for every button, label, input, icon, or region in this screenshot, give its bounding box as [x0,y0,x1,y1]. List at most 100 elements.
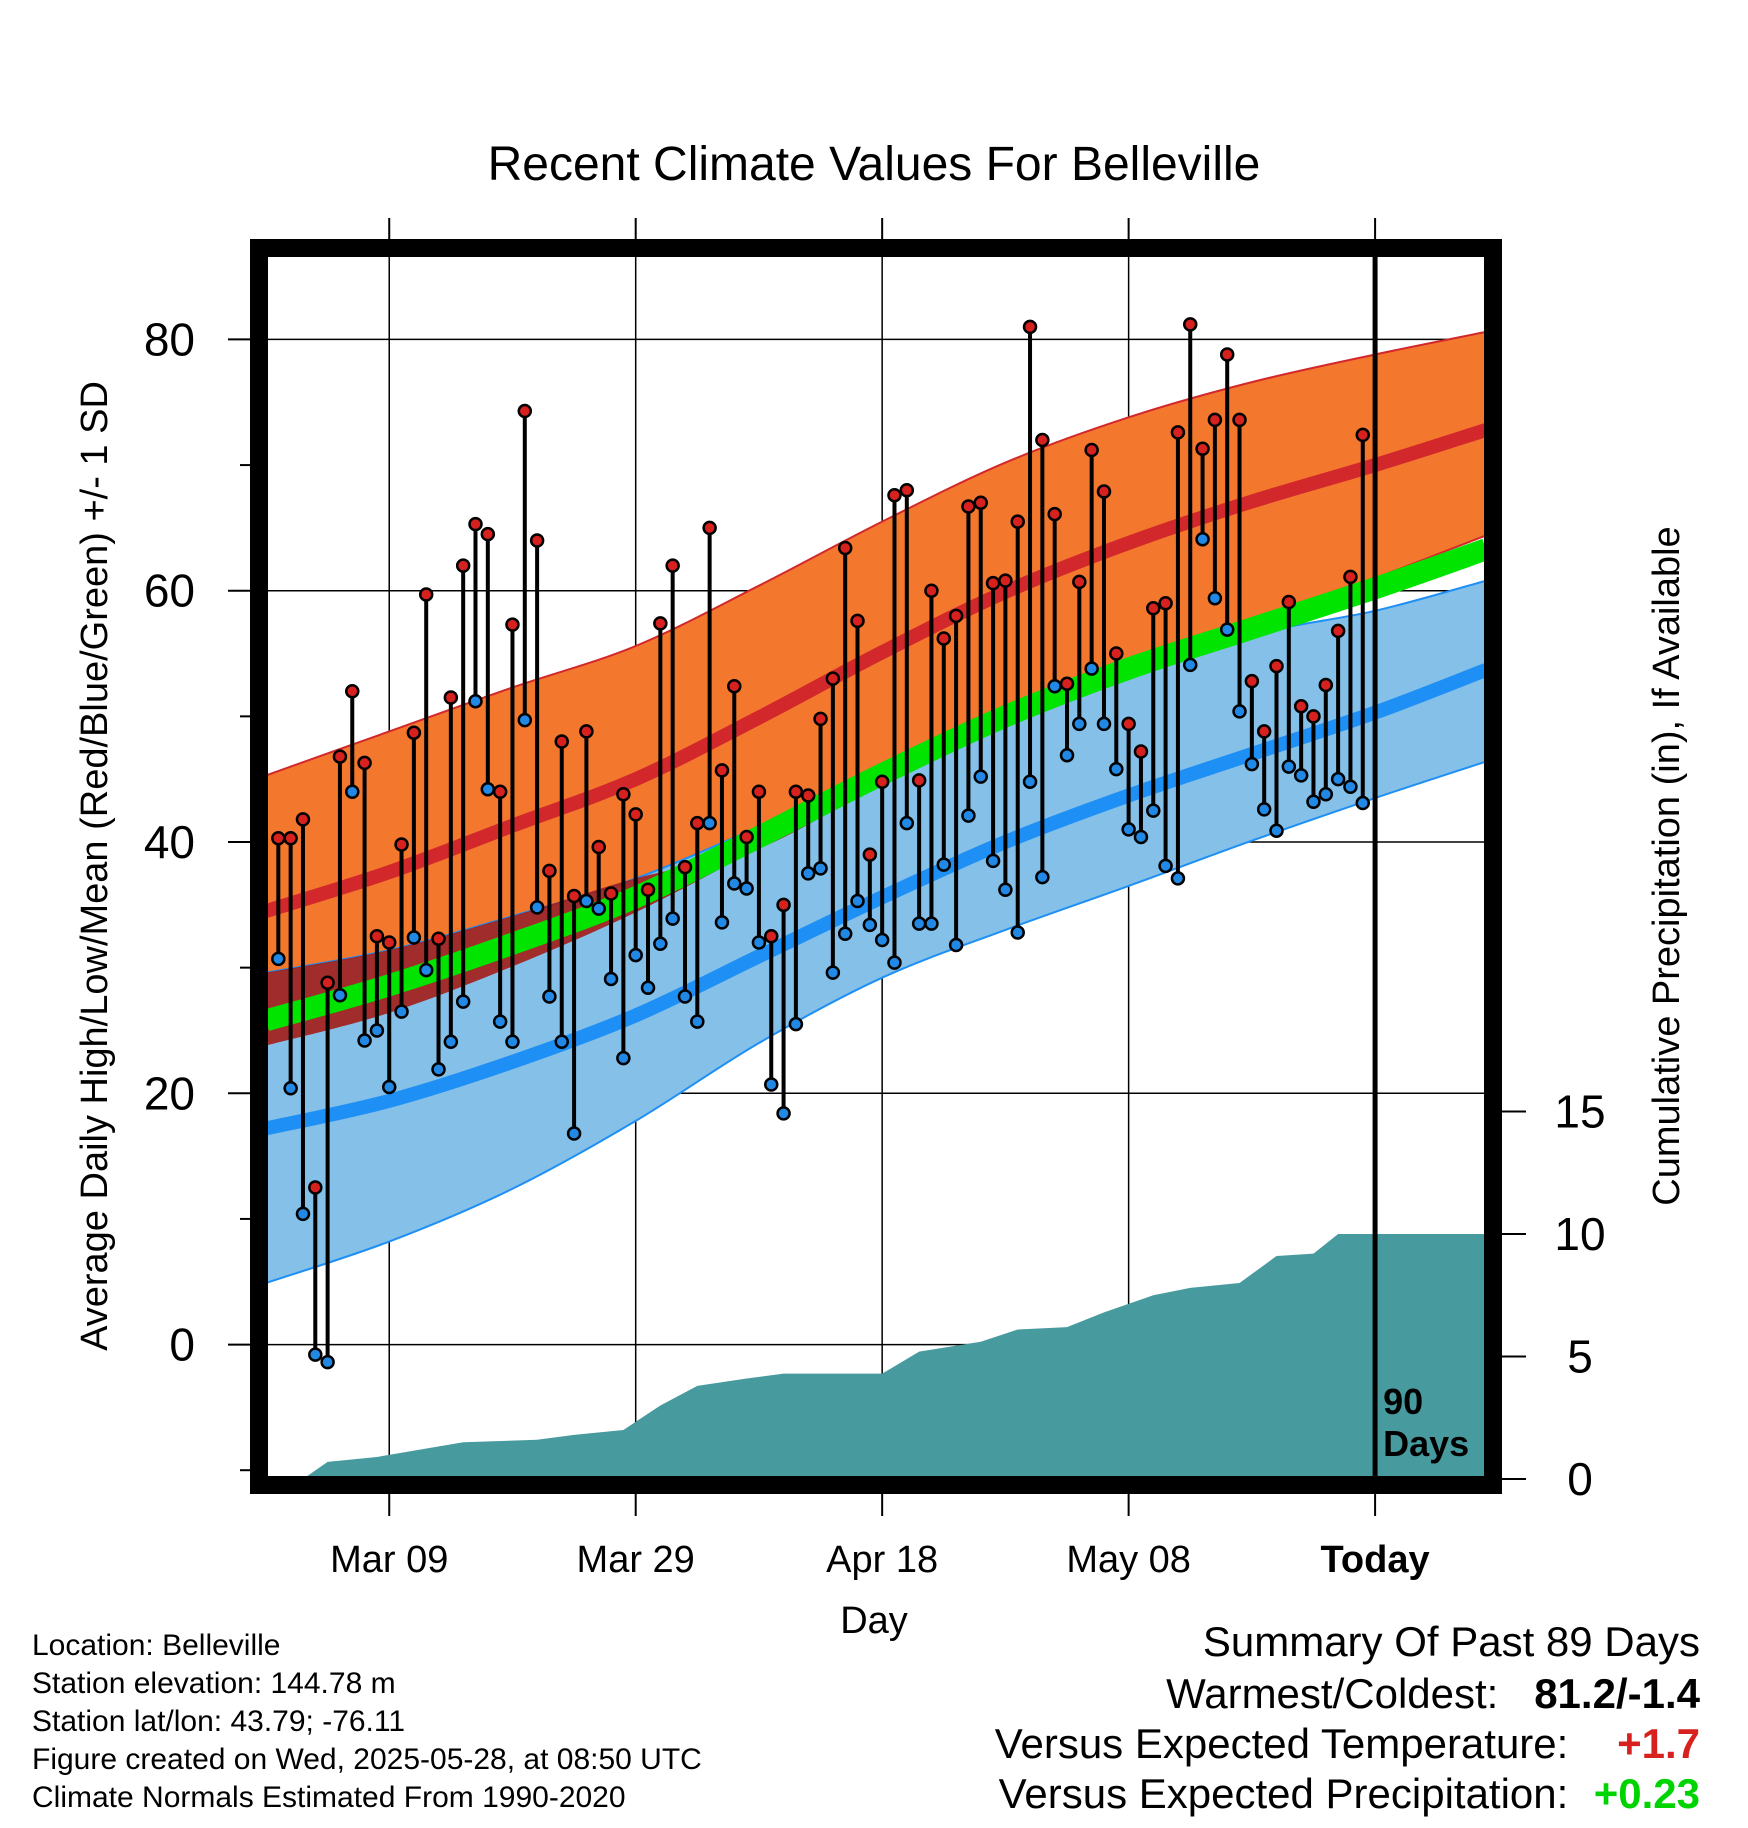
daily-high-point [961,499,976,514]
daily-low-point [702,815,717,831]
daily-low-point [751,935,767,950]
normals-text: Climate Normals Estimated From 1990-2020 [32,1781,626,1814]
daily-high-point [431,931,446,946]
x-tick-label: Mar 09 [330,1539,448,1581]
daily-high-point [1293,699,1309,714]
daily-low-point [1207,591,1223,606]
daily-low-point [1195,531,1210,547]
plot-area [266,254,1486,1479]
daily-low-point [850,893,865,909]
daily-low-point [874,932,890,948]
daily-high-point [295,812,311,827]
axis-ticks [228,218,1526,1516]
daily-low-point [1096,716,1112,732]
daily-high-point [825,671,841,686]
daily-high-point [271,830,286,846]
station-info: Location: Belleville Station elevation: … [32,1627,702,1817]
daily-high-point [739,829,754,845]
daily-high-point [1355,427,1371,443]
daily-low-point [1035,869,1050,885]
daily-low-point [295,1206,311,1222]
daily-low-point [1256,802,1272,817]
y-tick-label: 40 [144,816,195,868]
temperature-value: +1.7 [1617,1720,1700,1767]
daily-high-point [924,583,939,598]
x-tick-label: Apr 18 [826,1539,938,1581]
daily-low-point [887,955,902,970]
daily-low-point [837,926,853,941]
daily-high-point [492,784,508,799]
daily-low-point [948,937,964,953]
daily-high-point [1256,724,1272,739]
daily-high-point [1022,319,1038,335]
daily-low-point [985,853,1001,869]
daily-high-point [1182,317,1198,332]
daily-high-point [714,763,730,778]
daily-low-point [800,866,816,881]
daily-high-point [1343,569,1358,585]
daily-low-point [517,712,533,728]
daily-low-point [542,989,557,1004]
daily-low-point [381,1079,397,1095]
daily-low-point [1022,774,1038,789]
daily-high-point [813,711,828,727]
daily-high-point [394,837,409,852]
daily-high-point [345,683,360,699]
daily-high-point [751,784,767,799]
daily-low-point [1343,779,1358,794]
temperature-label: Versus Expected Temperature: [994,1720,1569,1767]
daily-high-point [1318,677,1334,693]
daily-low-point [1219,622,1235,637]
daily-high-point [640,882,656,897]
daily-high-point [320,975,335,990]
daily-low-point [332,988,348,1003]
daily-low-point [1084,661,1099,676]
daily-low-point [1158,858,1173,874]
daily-low-point [1355,795,1371,811]
daily-high-point [1121,716,1136,732]
daily-low-point [455,994,471,1009]
daily-high-point [837,540,853,556]
daily-high-point [542,863,557,879]
warmest-coldest-value: 81.2/-1.4 [1534,1670,1700,1717]
daily-high-point [357,755,372,771]
daily-high-point [788,784,804,799]
daily-low-point [714,915,730,930]
daily-low-point [899,815,915,831]
daily-high-point [1096,484,1112,499]
daily-high-point [1133,744,1149,759]
location-text: Location: Belleville [32,1629,281,1662]
daily-low-point [1109,761,1124,777]
created-text: Figure created on Wed, 2025-05-28, at 08… [32,1743,702,1776]
daily-low-point [1072,716,1087,732]
daily-high-point [1047,506,1062,522]
daily-high-point [308,1180,323,1195]
daily-high-point [1035,432,1050,448]
today-days-label: 90 [1383,1381,1423,1422]
daily-high-point [1010,514,1025,529]
daily-high-point [677,859,693,875]
daily-low-point [369,1023,385,1038]
daily-high-point [936,631,952,646]
daily-low-point [640,980,656,995]
y-tick-label: 0 [169,1319,195,1371]
daily-high-point [1158,596,1173,611]
daily-low-point [936,857,952,872]
daily-high-point [369,928,385,944]
daily-low-point [308,1347,323,1362]
daily-high-point [566,888,582,904]
daily-low-point [1059,748,1075,763]
y-tick-label: 20 [144,1067,195,1119]
daily-high-point [554,734,570,749]
daily-high-point [283,830,298,846]
daily-low-point [579,893,594,909]
daily-high-point [418,587,434,602]
daily-high-point [1244,673,1260,689]
x-tick-label: Today [1321,1539,1430,1581]
daily-high-point [887,487,902,503]
daily-low-point [1281,759,1297,774]
mean-line [266,538,1486,1031]
daily-high-point [1219,347,1235,362]
daily-high-point [998,573,1013,588]
daily-low-point [505,1034,520,1050]
